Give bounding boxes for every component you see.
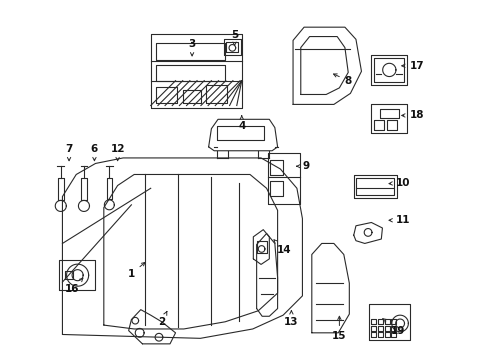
Text: 9: 9 — [296, 161, 309, 171]
Text: 19: 19 — [382, 319, 404, 336]
Text: 2: 2 — [158, 311, 166, 327]
Text: 16: 16 — [65, 278, 82, 294]
Text: 10: 10 — [388, 178, 410, 188]
Text: 14: 14 — [273, 240, 291, 255]
Text: 12: 12 — [110, 144, 124, 161]
Text: 4: 4 — [238, 116, 245, 131]
Text: 5: 5 — [230, 30, 238, 46]
Text: 7: 7 — [65, 144, 73, 161]
Text: 18: 18 — [401, 111, 423, 121]
Text: 1: 1 — [127, 262, 144, 279]
Text: 15: 15 — [331, 316, 346, 341]
Text: 6: 6 — [91, 144, 98, 161]
Text: 8: 8 — [333, 74, 351, 86]
Text: 13: 13 — [284, 311, 298, 327]
Text: 11: 11 — [388, 215, 410, 225]
Text: 17: 17 — [401, 61, 423, 71]
Text: 3: 3 — [188, 39, 195, 56]
